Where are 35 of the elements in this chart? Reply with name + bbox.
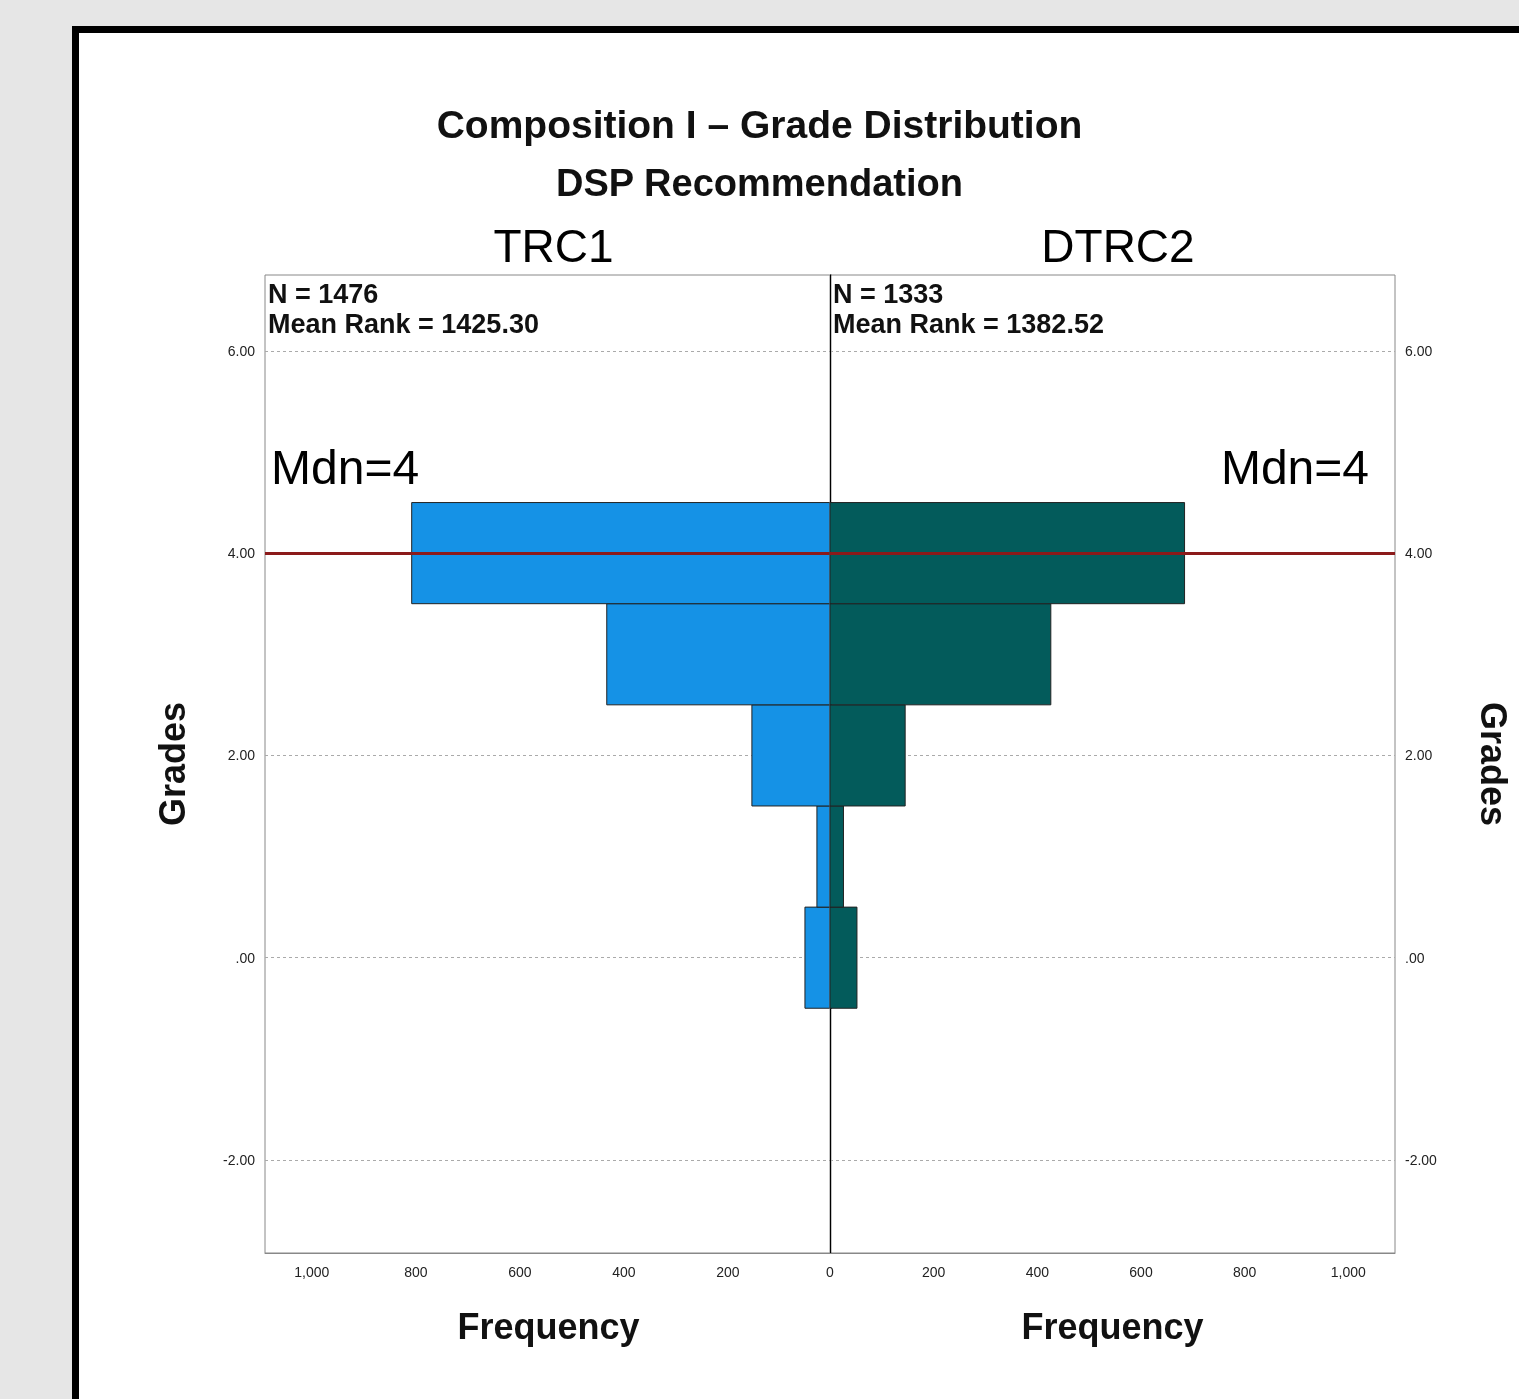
y-tick-label: .00 [235, 949, 256, 966]
chart-title: TRC1 [493, 220, 614, 272]
chart-title: DTRC2 [1041, 220, 1195, 272]
y-axis-title: Grades [151, 701, 193, 827]
x-tick-label: 1,000 [294, 1264, 330, 1280]
x-tick-label: 400 [612, 1264, 636, 1280]
x-tick-label: 800 [404, 1264, 428, 1280]
x-tick-label: 400 [1025, 1264, 1050, 1280]
x-tick-label: 600 [1129, 1264, 1153, 1280]
annotation: N = 1476 [268, 278, 379, 309]
annotation: N = 1333 [833, 278, 944, 309]
x-axis-title: Frequency [1021, 1305, 1204, 1347]
x-axis-title: Frequency [457, 1305, 640, 1347]
y-axis-title: Grades [1472, 701, 1514, 827]
x-tick-label: 200 [921, 1264, 946, 1280]
ref-line-label: Mdn=4 [271, 440, 420, 494]
y-tick-label: .00 [1405, 949, 1425, 966]
y-tick-label: 4.00 [227, 545, 256, 562]
y-tick-label: 2.00 [1405, 747, 1433, 764]
annotation: Mean Rank = 1425.30 [268, 308, 539, 339]
x-tick-label: 1,000 [1330, 1264, 1367, 1280]
x-tick-label: 800 [1233, 1264, 1257, 1280]
text: DSP Recommendation [555, 161, 964, 206]
y-tick-label: 2.00 [227, 747, 256, 764]
y-tick-label: 6.00 [1405, 342, 1433, 359]
text: Composition I – Grade Distribution [435, 102, 1084, 148]
x-tick-label: 600 [508, 1264, 532, 1280]
annotation: Mean Rank = 1382.52 [833, 308, 1104, 339]
y-tick-label: -2.00 [1405, 1151, 1438, 1168]
x-tick-label: 0 [826, 1264, 835, 1280]
x-tick-label: 200 [716, 1264, 740, 1280]
ref-line-label: Mdn=4 [1220, 440, 1369, 494]
y-tick-label: 4.00 [1405, 545, 1433, 562]
y-tick-label: 6.00 [227, 342, 256, 359]
y-tick-label: -2.00 [223, 1151, 256, 1168]
